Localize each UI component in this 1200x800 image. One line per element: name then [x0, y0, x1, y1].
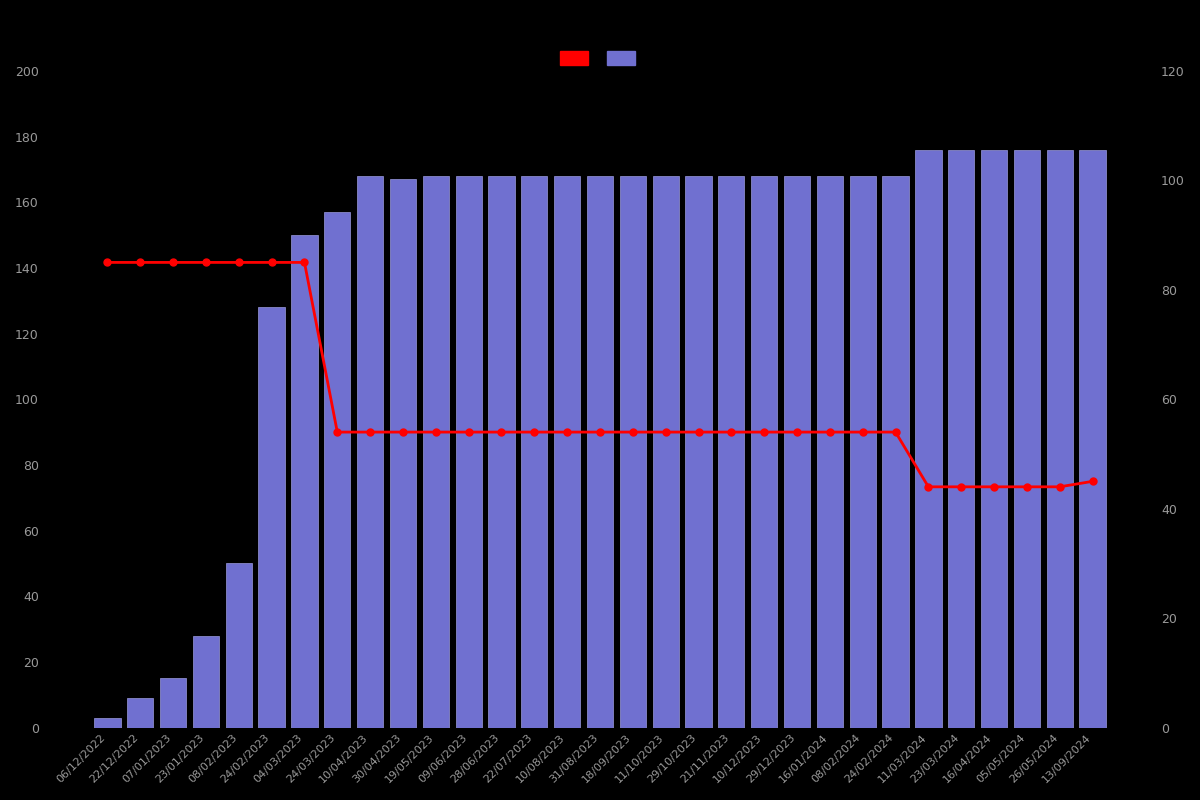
Legend: , : ,	[554, 45, 646, 71]
Bar	[653, 176, 679, 728]
Bar	[1080, 150, 1105, 728]
Bar	[719, 176, 744, 728]
Bar	[850, 176, 876, 728]
Bar	[948, 150, 974, 728]
Bar	[619, 176, 646, 728]
Bar	[784, 176, 810, 728]
Bar	[916, 150, 942, 728]
Bar	[488, 176, 515, 728]
Bar	[882, 176, 908, 728]
Bar	[817, 176, 842, 728]
Bar	[521, 176, 547, 728]
Bar	[324, 212, 350, 728]
Bar	[422, 176, 449, 728]
Bar	[587, 176, 613, 728]
Bar	[226, 563, 252, 728]
Bar	[292, 235, 318, 728]
Bar	[751, 176, 778, 728]
Bar	[258, 307, 284, 728]
Bar	[1014, 150, 1040, 728]
Bar	[193, 636, 220, 728]
Bar	[160, 678, 186, 728]
Bar	[1046, 150, 1073, 728]
Bar	[554, 176, 581, 728]
Bar	[358, 176, 383, 728]
Bar	[127, 698, 154, 728]
Bar	[456, 176, 481, 728]
Bar	[95, 718, 120, 728]
Bar	[980, 150, 1007, 728]
Bar	[390, 179, 416, 728]
Bar	[685, 176, 712, 728]
